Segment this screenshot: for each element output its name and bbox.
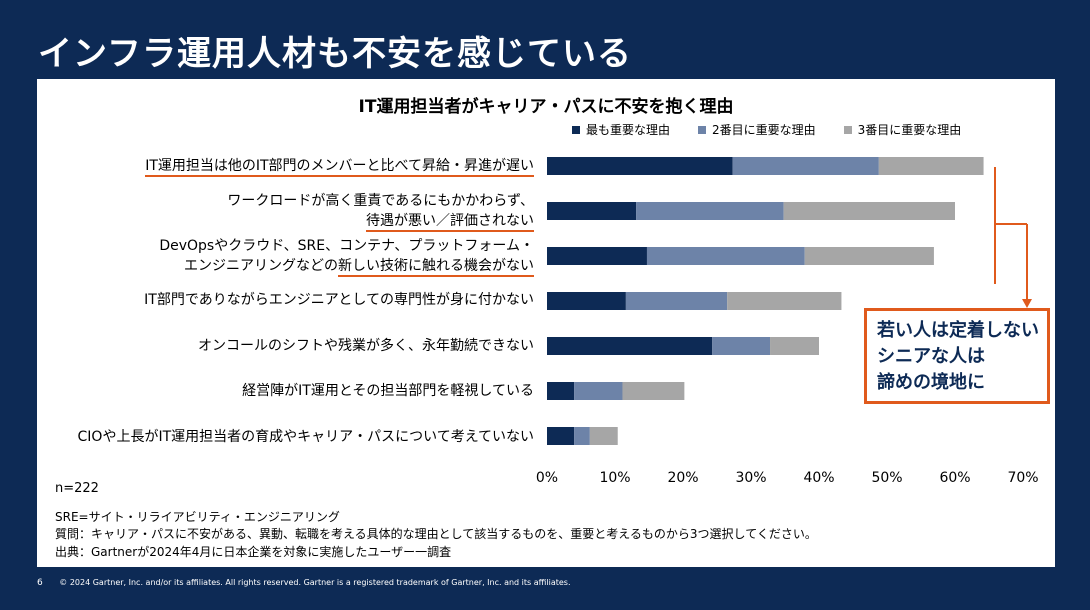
survey-question: 質問：キャリア・パスに不安がある、異動、転職を考える具体的な理由として該当するも… xyxy=(55,527,817,541)
category-label-1: IT運用担当は他のIT部門のメンバーと比べて昇給・昇進が遅い xyxy=(145,156,534,177)
bar-row6-series3 xyxy=(622,382,685,400)
bracket-arrow-head xyxy=(1022,299,1032,308)
category-label-2: ワークロードが高く重責であるにもかかわらず、 待遇が悪い／評価されない xyxy=(227,191,534,232)
bar-row3-series3 xyxy=(804,247,934,265)
bar-row1-series1 xyxy=(547,157,733,175)
copyright-text: © 2024 Gartner, Inc. and/or its affiliat… xyxy=(59,578,571,587)
category-label-6: 経営陣がIT運用とその担当部門を軽視している xyxy=(242,383,534,399)
bar-row3-series2 xyxy=(646,247,805,265)
bar-row5-series2 xyxy=(712,337,771,355)
legend-label-first: 最も重要な理由 xyxy=(586,123,671,137)
x-tick-label: 40% xyxy=(803,470,835,486)
legend-swatch-second xyxy=(698,125,707,134)
bar-row2-series1 xyxy=(547,202,637,220)
bar-row1-series3 xyxy=(878,157,984,175)
category-label-1-underlined: IT運用担当は他のIT部門のメンバーと比べて昇給・昇進が遅い xyxy=(145,158,534,177)
legend-swatch-third xyxy=(843,125,852,134)
category-label-2-underlined: 待遇が悪い／評価されない xyxy=(366,213,534,232)
category-label-3-line2-pre: エンジニアリングなどの xyxy=(184,258,338,274)
callout-line-1: 若い人は定着しない xyxy=(877,320,1039,341)
footer: 6 © 2024 Gartner, Inc. and/or its affili… xyxy=(37,578,571,588)
bar-row7-series2 xyxy=(574,427,590,445)
bar-row5-series1 xyxy=(547,337,713,355)
x-tick-label: 10% xyxy=(599,470,631,486)
legend-item-second: 2番目に重要な理由 xyxy=(698,121,816,138)
category-label-3-underlined: 新しい技術に触れる機会がない xyxy=(338,258,534,277)
bar-row6-series1 xyxy=(547,382,575,400)
slide-title: インフラ運用人材も不安を感じている xyxy=(38,34,632,74)
bar-row6-series2 xyxy=(574,382,623,400)
category-label-3: DevOpsやクラウド、SRE、コンテナ、プラットフォーム・ エンジニアリングな… xyxy=(159,236,534,277)
sre-definition: SRE=サイト・リライアビリティ・エンジニアリング xyxy=(55,509,340,524)
x-tick-label: 0% xyxy=(535,470,559,486)
category-label-5: オンコールのシフトや残業が多く、永年勤続できない xyxy=(198,338,534,354)
bar-row4-series3 xyxy=(727,292,842,310)
page-number: 6 xyxy=(37,578,43,588)
bar-plot xyxy=(547,157,1032,445)
x-tick-label: 30% xyxy=(735,470,767,486)
category-label-3-line1: DevOpsやクラウド、SRE、コンテナ、プラットフォーム・ xyxy=(159,238,534,254)
bar-row2-series2 xyxy=(636,202,784,220)
callout-line-3: 諦めの境地に xyxy=(877,372,985,393)
bar-row1-series2 xyxy=(732,157,879,175)
x-tick-label: 20% xyxy=(667,470,699,486)
legend-label-third: 3番目に重要な理由 xyxy=(857,123,962,137)
sample-size: n=222 xyxy=(55,481,99,496)
legend-item-first: 最も重要な理由 xyxy=(572,121,670,138)
x-tick-label: 60% xyxy=(939,470,971,486)
x-tick-label: 70% xyxy=(1007,470,1039,486)
chart-title: IT運用担当者がキャリア・パスに不安を抱く理由 xyxy=(358,97,734,117)
bar-row2-series3 xyxy=(783,202,955,220)
legend-swatch-first xyxy=(572,125,580,134)
callout-box: 若い人は定着しない シニアな人は 諦めの境地に xyxy=(864,308,1050,404)
bar-row7-series1 xyxy=(547,427,575,445)
legend-item-third: 3番目に重要な理由 xyxy=(843,121,962,138)
bar-row3-series1 xyxy=(547,247,647,265)
data-source: 出典：Gartnerが2024年4月に日本企業を対象に実施したユーザー一調査 xyxy=(55,544,452,559)
bar-row4-series1 xyxy=(547,292,626,310)
chart-legend: 最も重要な理由 2番目に重要な理由 3番目に重要な理由 xyxy=(572,121,961,138)
bar-row7-series3 xyxy=(589,427,618,445)
chart-panel: IT運用担当者がキャリア・パスに不安を抱く理由 最も重要な理由 2番目に重要な理… xyxy=(37,79,1055,567)
callout-line-2: シニアな人は xyxy=(877,346,985,367)
bar-row5-series3 xyxy=(770,337,819,355)
legend-label-second: 2番目に重要な理由 xyxy=(712,123,816,137)
chart-notes: n=222 SRE=サイト・リライアビリティ・エンジニアリング 質問：キャリア・… xyxy=(55,480,817,561)
bar-row4-series2 xyxy=(625,292,728,310)
category-label-4: IT部門でありながらエンジニアとしての専門性が身に付かない xyxy=(144,292,534,308)
x-tick-label: 50% xyxy=(871,470,903,486)
category-label-7: CIOや上長がIT運用担当者の育成やキャリア・パスについて考えていない xyxy=(77,429,534,445)
category-label-2-line1: ワークロードが高く重責であるにもかかわらず、 xyxy=(227,193,534,209)
